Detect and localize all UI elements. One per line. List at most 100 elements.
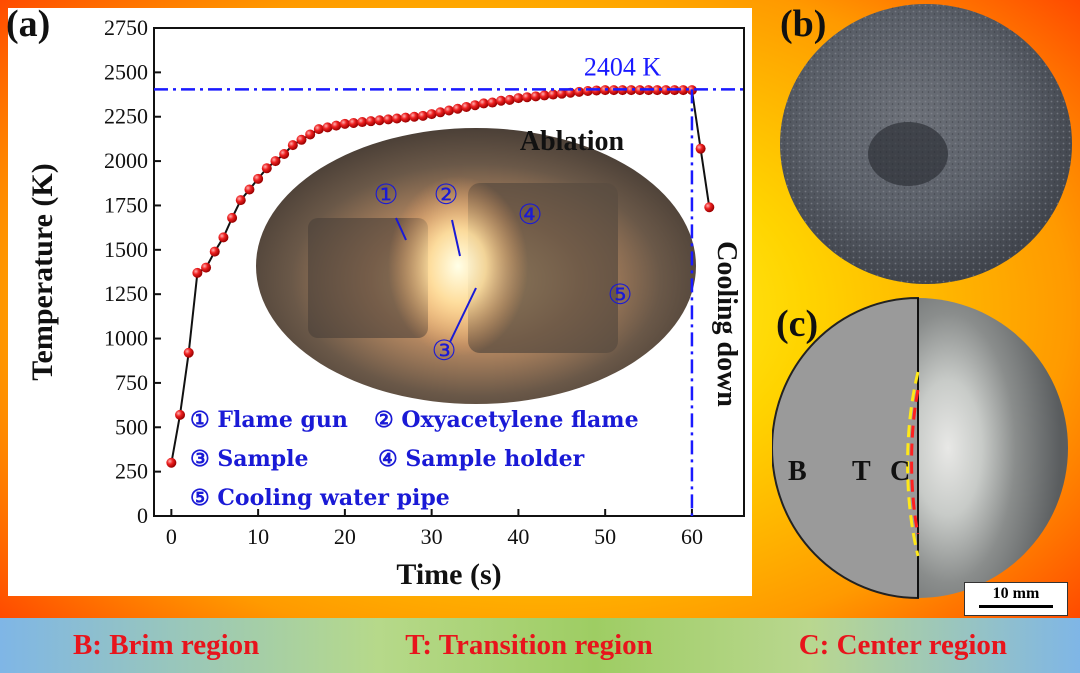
data-point	[374, 115, 385, 126]
x-tick-label: 0	[166, 524, 177, 549]
region-label-c: C	[890, 456, 910, 487]
x-tick-label: 20	[334, 524, 356, 549]
ablation-center-spot	[868, 122, 948, 186]
data-point	[261, 163, 272, 174]
photo-marker-leader	[451, 219, 461, 257]
data-point	[166, 457, 177, 468]
data-point	[365, 116, 376, 127]
data-point	[504, 94, 515, 105]
data-point	[287, 140, 298, 151]
data-point	[409, 111, 420, 122]
y-tick-label: 500	[115, 414, 148, 439]
x-tick-label: 40	[507, 524, 529, 549]
legend-center: C: Center region	[798, 629, 1008, 661]
data-point	[296, 134, 307, 145]
data-point	[270, 156, 281, 167]
ablation-setup-photo	[256, 128, 696, 404]
x-tick-label: 50	[594, 524, 616, 549]
scale-bar: 10 mm	[964, 582, 1068, 616]
y-tick-label: 2750	[104, 15, 148, 40]
data-point	[704, 202, 715, 213]
data-point	[426, 109, 437, 120]
y-tick-label: 750	[115, 370, 148, 395]
y-axis-label: Temperature (K)	[26, 163, 59, 380]
photo-marker-leader	[395, 217, 407, 241]
panel-label-b: (b)	[780, 3, 827, 45]
reference-line-label: 2404 K	[584, 52, 662, 81]
data-point	[574, 86, 585, 97]
data-point	[496, 95, 507, 106]
data-point	[357, 117, 368, 128]
data-point	[227, 212, 238, 223]
data-point	[209, 246, 220, 257]
y-tick-label: 1750	[104, 192, 148, 217]
axes: 0250500750100012501500175020002250250027…	[26, 15, 745, 591]
data-point	[470, 100, 481, 111]
y-tick-label: 2250	[104, 104, 148, 129]
data-point	[339, 118, 350, 129]
data-point	[548, 89, 559, 100]
ablation-annotation: Ablation	[520, 126, 625, 157]
data-point	[331, 120, 342, 131]
data-point	[513, 93, 524, 104]
legend-brim: B: Brim region	[72, 629, 260, 661]
scale-bar-label: 10 mm	[992, 585, 1040, 602]
legend-transition: T: Transition region	[405, 629, 653, 661]
data-point	[305, 129, 316, 140]
data-point	[626, 85, 637, 96]
temperature-chart: 0250500750100012501500175020002250250027…	[26, 15, 745, 591]
data-point	[478, 98, 489, 109]
y-tick-label: 0	[137, 503, 148, 528]
data-point	[660, 85, 671, 96]
photo-marker-2: ②	[433, 178, 458, 211]
data-point	[461, 101, 472, 112]
cooling-annotation: Cooling down	[711, 241, 742, 407]
data-point	[313, 124, 324, 135]
data-point	[201, 262, 212, 273]
region-label-b: B	[788, 456, 807, 487]
y-tick-label: 250	[115, 459, 148, 484]
legend-entry-2: ② Oxyacetylene flame	[374, 407, 639, 433]
data-point	[695, 143, 706, 154]
photo-marker-1: ①	[373, 178, 398, 211]
data-point	[383, 114, 394, 125]
legend-entry-5: ⑤ Cooling water pipe	[190, 485, 450, 511]
legend-entry-1: ① Flame gun	[190, 407, 348, 433]
legend-entry-3: ③ Sample	[190, 446, 309, 472]
data-point	[175, 409, 186, 420]
data-point	[348, 117, 359, 128]
region-label-t: T	[852, 456, 871, 487]
panel-label-a: (a)	[6, 3, 51, 45]
x-tick-label: 30	[421, 524, 443, 549]
data-point	[253, 173, 264, 184]
y-tick-label: 2500	[104, 59, 148, 84]
data-point	[279, 148, 290, 159]
data-point	[678, 85, 689, 96]
data-point	[652, 85, 663, 96]
photo-marker-5: ⑤	[607, 278, 632, 311]
annotations: 2404 K Ablation Cooling down ① ② ③ ④ ⑤ ① Flame g…	[154, 52, 744, 516]
data-point	[522, 92, 533, 103]
data-point	[435, 107, 446, 118]
panel-label-c: (c)	[776, 303, 819, 345]
data-point	[556, 88, 567, 99]
data-point	[539, 90, 550, 101]
data-point	[582, 85, 593, 96]
data-point	[322, 122, 333, 133]
scale-bar-line	[979, 605, 1053, 608]
x-tick-label: 60	[681, 524, 703, 549]
photo-marker-3: ③	[431, 334, 456, 367]
y-tick-label: 1250	[104, 281, 148, 306]
photo-marker-4: ④	[517, 198, 542, 231]
data-point	[487, 97, 498, 108]
data-point	[452, 103, 463, 114]
transition-boundary	[906, 371, 920, 557]
legend-entry-4: ④ Sample holder	[378, 446, 585, 472]
data-point	[634, 85, 645, 96]
flame-glow	[388, 176, 528, 356]
photo-half-disc	[918, 298, 1068, 598]
schematic-half-disc	[772, 296, 919, 600]
panel-a: 0 250 500 750 1000 1250 1500 1750 2000 2250 2500 27…	[8, 8, 752, 596]
sample-surface-photo	[780, 4, 1072, 284]
data-point	[235, 195, 246, 206]
